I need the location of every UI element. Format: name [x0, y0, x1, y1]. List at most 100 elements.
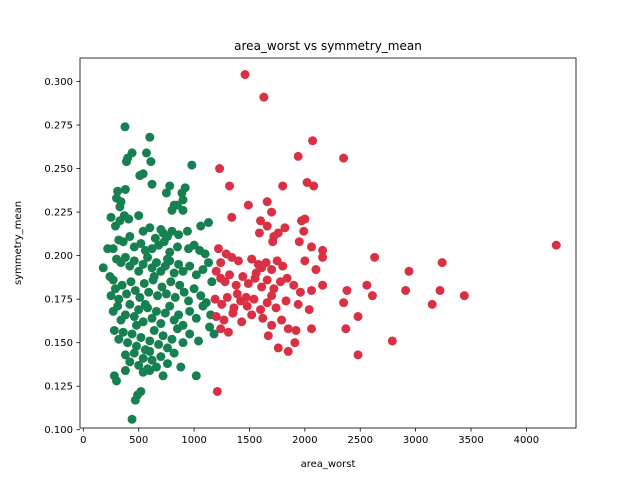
data-point: [165, 247, 175, 257]
data-point: [228, 308, 238, 318]
data-point: [262, 197, 272, 207]
data-point: [194, 336, 204, 346]
data-point: [196, 221, 206, 231]
data-point: [185, 329, 195, 339]
data-point: [187, 160, 197, 170]
data-point: [161, 188, 171, 198]
x-tick-label: 3500: [458, 435, 483, 446]
data-point: [189, 284, 199, 294]
data-point: [273, 228, 283, 238]
data-point: [124, 214, 134, 224]
data-point: [154, 339, 164, 349]
data-point: [144, 287, 154, 297]
data-point: [302, 177, 312, 187]
data-point: [198, 265, 208, 275]
chart-title: area_worst vs symmetry_mean: [234, 39, 422, 53]
data-point: [362, 280, 372, 290]
data-point: [551, 240, 561, 250]
data-point: [339, 298, 349, 308]
data-point: [213, 244, 223, 254]
data-point: [112, 376, 122, 386]
data-point: [170, 292, 180, 302]
data-point: [203, 258, 213, 268]
data-point: [401, 285, 411, 295]
x-tick-label: 1000: [181, 435, 206, 446]
y-tick-label: 0.250: [44, 164, 73, 175]
data-point: [145, 336, 155, 346]
data-point: [127, 148, 137, 158]
data-point: [212, 386, 222, 396]
data-point: [243, 200, 253, 210]
data-point: [163, 343, 172, 353]
data-point: [240, 70, 250, 80]
data-point: [131, 341, 141, 351]
data-point: [145, 132, 155, 142]
y-tick-label: 0.200: [44, 251, 73, 262]
data-point: [232, 289, 242, 299]
data-point: [217, 299, 227, 309]
data-point: [262, 275, 272, 285]
x-axis: 0 500 1000 1500 2000 2500 3000 3500 4000: [80, 428, 539, 446]
data-point: [211, 266, 221, 276]
data-point: [167, 226, 177, 236]
data-point: [182, 226, 192, 236]
data-point: [185, 261, 195, 271]
data-point: [300, 256, 310, 266]
data-point: [251, 268, 261, 278]
data-point: [198, 301, 208, 311]
data-point: [247, 310, 257, 320]
data-point: [259, 92, 269, 102]
data-point: [165, 181, 175, 191]
data-point: [267, 291, 277, 301]
data-point: [370, 252, 380, 262]
data-point: [241, 292, 251, 302]
data-point: [342, 285, 352, 295]
data-point: [108, 275, 118, 285]
data-point: [435, 285, 445, 295]
plot-points: [98, 70, 561, 424]
data-point: [254, 228, 264, 238]
data-point: [318, 280, 328, 290]
data-point: [161, 289, 171, 299]
data-point: [159, 237, 169, 247]
data-point: [136, 332, 146, 342]
data-point: [120, 366, 130, 376]
data-point: [367, 291, 377, 301]
data-point: [283, 346, 293, 356]
data-point: [125, 357, 135, 367]
data-point: [160, 308, 170, 318]
data-point: [267, 207, 277, 217]
data-point: [145, 223, 155, 233]
data-point: [205, 322, 215, 332]
data-point: [151, 306, 161, 316]
data-point: [163, 359, 172, 369]
data-point: [225, 270, 235, 280]
data-point: [125, 231, 135, 241]
data-point: [158, 331, 168, 341]
x-tick-label: 2500: [348, 435, 373, 446]
data-point: [151, 258, 161, 268]
data-point: [261, 258, 271, 268]
data-point: [191, 313, 201, 323]
data-point: [106, 291, 116, 301]
data-point: [147, 355, 157, 365]
data-point: [120, 310, 130, 320]
data-point: [281, 296, 291, 306]
data-point: [256, 216, 266, 226]
data-point: [140, 299, 150, 309]
data-point: [157, 282, 167, 292]
data-point: [127, 414, 137, 424]
data-point: [165, 301, 175, 311]
y-tick-label: 0.275: [44, 121, 73, 132]
data-point: [263, 331, 273, 341]
data-point: [156, 319, 166, 329]
data-point: [130, 285, 140, 295]
y-tick-label: 0.150: [44, 338, 73, 349]
data-point: [291, 325, 301, 335]
data-point: [387, 336, 397, 346]
data-point: [280, 223, 290, 233]
data-point: [149, 325, 159, 335]
data-point: [220, 277, 230, 287]
data-point: [227, 212, 237, 222]
data-point: [174, 230, 184, 240]
